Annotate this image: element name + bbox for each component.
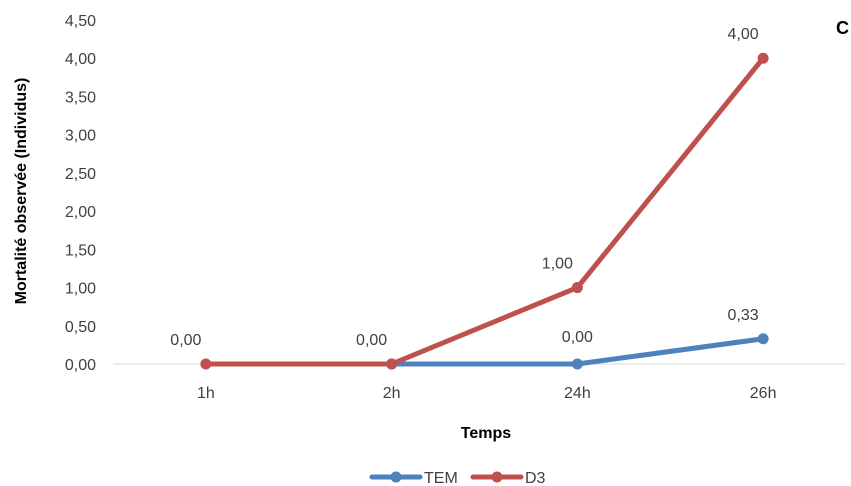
data-label-extra: 0,00 — [562, 329, 593, 346]
data-label-d3: 0,00 — [170, 332, 201, 349]
y-tick-label: 2,00 — [65, 204, 96, 221]
data-label-d3: 4,00 — [728, 26, 759, 43]
y-tick-label: 4,00 — [65, 51, 96, 68]
legend: TEM D3 — [369, 470, 546, 486]
legend-marker-d3 — [491, 471, 503, 483]
data-point-d3 — [757, 52, 769, 64]
y-tick-label: 0,00 — [65, 357, 96, 374]
y-tick-label: 1,50 — [65, 242, 96, 259]
x-tick-label: 2h — [383, 385, 401, 402]
legend-marker-tem — [390, 471, 402, 483]
legend-label-tem: TEM — [424, 470, 458, 486]
x-tick-label: 1h — [197, 385, 215, 402]
x-axis-title: Temps — [461, 425, 511, 442]
data-label-d3: 0,00 — [356, 332, 387, 349]
y-axis-ticks: 0,00 0,50 1,00 1,50 2,00 2,50 3,00 3,50 4,00 4,50 — [65, 13, 96, 374]
data-point-d3 — [386, 358, 398, 370]
y-tick-label: 4,50 — [65, 13, 96, 30]
y-tick-label: 0,50 — [65, 319, 96, 336]
y-tick-label: 3,50 — [65, 89, 96, 106]
data-label-d3: 1,00 — [542, 256, 573, 273]
y-tick-label: 2,50 — [65, 166, 96, 183]
panel-label: C — [836, 18, 849, 38]
legend-item-tem: TEM — [369, 470, 458, 486]
series-line-d3 — [203, 55, 766, 367]
y-tick-label: 3,00 — [65, 128, 96, 145]
series-layer — [200, 52, 769, 370]
legend-item-d3: D3 — [470, 470, 546, 486]
y-axis-title: Mortalité observée (Individus) — [13, 78, 30, 305]
data-labels: 0,33 0,00 0,00 1,00 4,00 0,00 — [170, 26, 758, 349]
data-point-d3 — [200, 358, 212, 370]
data-point-tem — [757, 333, 769, 345]
y-tick-label: 1,00 — [65, 281, 96, 298]
data-point-d3 — [571, 282, 583, 294]
x-tick-label: 26h — [750, 385, 777, 402]
x-axis-ticks: 1h 2h 24h 26h — [197, 385, 777, 402]
x-tick-label: 24h — [564, 385, 591, 402]
legend-label-d3: D3 — [525, 470, 546, 486]
data-point-tem — [571, 358, 583, 370]
data-label-tem: 0,33 — [728, 307, 759, 324]
